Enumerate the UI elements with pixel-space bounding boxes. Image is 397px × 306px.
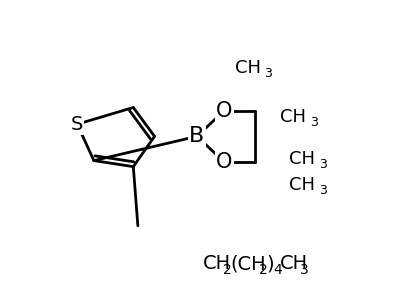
Text: B: B	[189, 126, 204, 146]
Text: 2: 2	[259, 263, 268, 277]
Text: CH: CH	[280, 254, 308, 273]
Text: CH: CH	[289, 150, 316, 168]
Text: CH: CH	[235, 59, 261, 77]
Text: O: O	[216, 101, 233, 121]
Text: 4: 4	[274, 263, 282, 277]
Text: 3: 3	[264, 67, 272, 80]
Text: O: O	[216, 152, 233, 172]
Text: 3: 3	[310, 116, 318, 129]
Text: CH: CH	[203, 254, 231, 273]
Text: ): )	[266, 254, 274, 273]
Text: 3: 3	[319, 184, 327, 197]
Text: 2: 2	[223, 263, 231, 277]
Text: CH: CH	[289, 176, 316, 194]
Text: CH: CH	[280, 108, 306, 126]
Text: 3: 3	[300, 263, 309, 277]
Text: 3: 3	[319, 158, 327, 171]
Text: S: S	[71, 115, 83, 134]
Text: (CH: (CH	[230, 254, 266, 273]
